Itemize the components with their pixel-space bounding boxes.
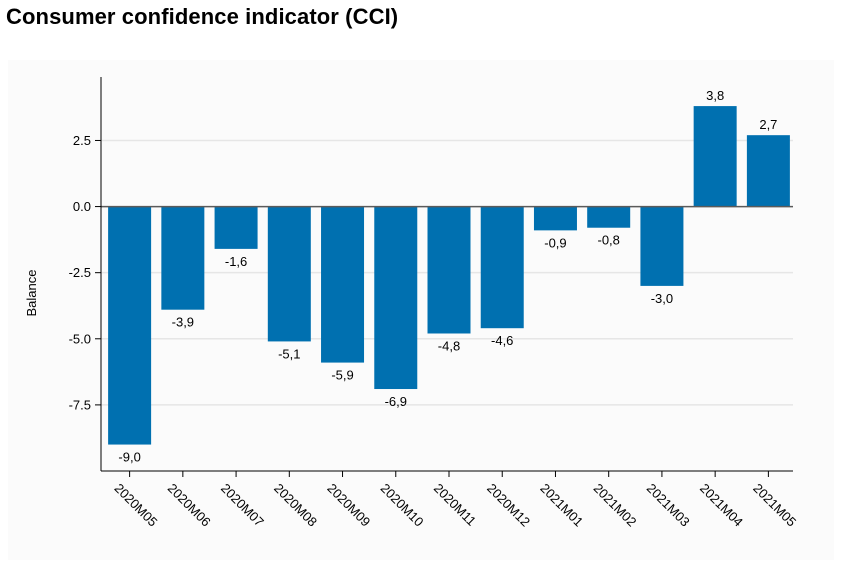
- bar: [480, 206, 524, 329]
- bar: [746, 135, 790, 207]
- data-label: -4,6: [491, 333, 513, 348]
- data-label: -0,9: [544, 235, 566, 250]
- data-label: -4,8: [438, 338, 460, 353]
- x-tick-label: 2021M03: [644, 481, 693, 530]
- x-tick-label: 2020M09: [324, 481, 373, 530]
- data-label: -3,0: [651, 291, 673, 306]
- y-tick-label: 2.5: [73, 133, 91, 148]
- bar: [533, 206, 577, 231]
- data-label: -1,6: [225, 254, 247, 269]
- bar: [161, 206, 205, 310]
- y-tick-label: -2.5: [69, 265, 91, 280]
- x-tick-label: 2021M05: [750, 481, 799, 530]
- chart-title: Consumer confidence indicator (CCI): [6, 4, 399, 29]
- bar: [427, 206, 471, 334]
- data-label: 3,8: [706, 88, 724, 103]
- bar: [214, 206, 258, 249]
- bar: [267, 206, 311, 342]
- x-tick-label: 2020M10: [378, 481, 427, 530]
- y-tick-label: -7.5: [69, 397, 91, 412]
- data-label: 2,7: [759, 117, 777, 132]
- data-label: -0,8: [597, 233, 619, 248]
- data-label: -6,9: [385, 394, 407, 409]
- x-tick-label: 2020M12: [484, 481, 533, 530]
- bar: [321, 206, 365, 363]
- x-tick-label: 2021M02: [591, 481, 640, 530]
- y-tick-label: -5.0: [69, 331, 91, 346]
- bar: [640, 206, 684, 286]
- data-label: -5,9: [331, 368, 353, 383]
- bar: [693, 106, 737, 207]
- data-label: -3,9: [172, 315, 194, 330]
- y-tick-label: 0.0: [73, 199, 91, 214]
- x-tick-label: 2021M01: [537, 481, 586, 530]
- x-tick-label: 2020M08: [271, 481, 320, 530]
- x-tick-label: 2020M05: [111, 481, 160, 530]
- data-label: -5,1: [278, 346, 300, 361]
- bar: [108, 206, 152, 445]
- x-tick-label: 2020M07: [218, 481, 267, 530]
- x-tick-label: 2020M06: [165, 481, 214, 530]
- data-label: -9,0: [118, 450, 140, 465]
- bar: [587, 206, 631, 228]
- y-axis-title: Balance: [24, 270, 39, 317]
- x-tick-label: 2021M04: [697, 481, 746, 530]
- x-tick-label: 2020M11: [431, 481, 479, 529]
- bar: [374, 206, 418, 390]
